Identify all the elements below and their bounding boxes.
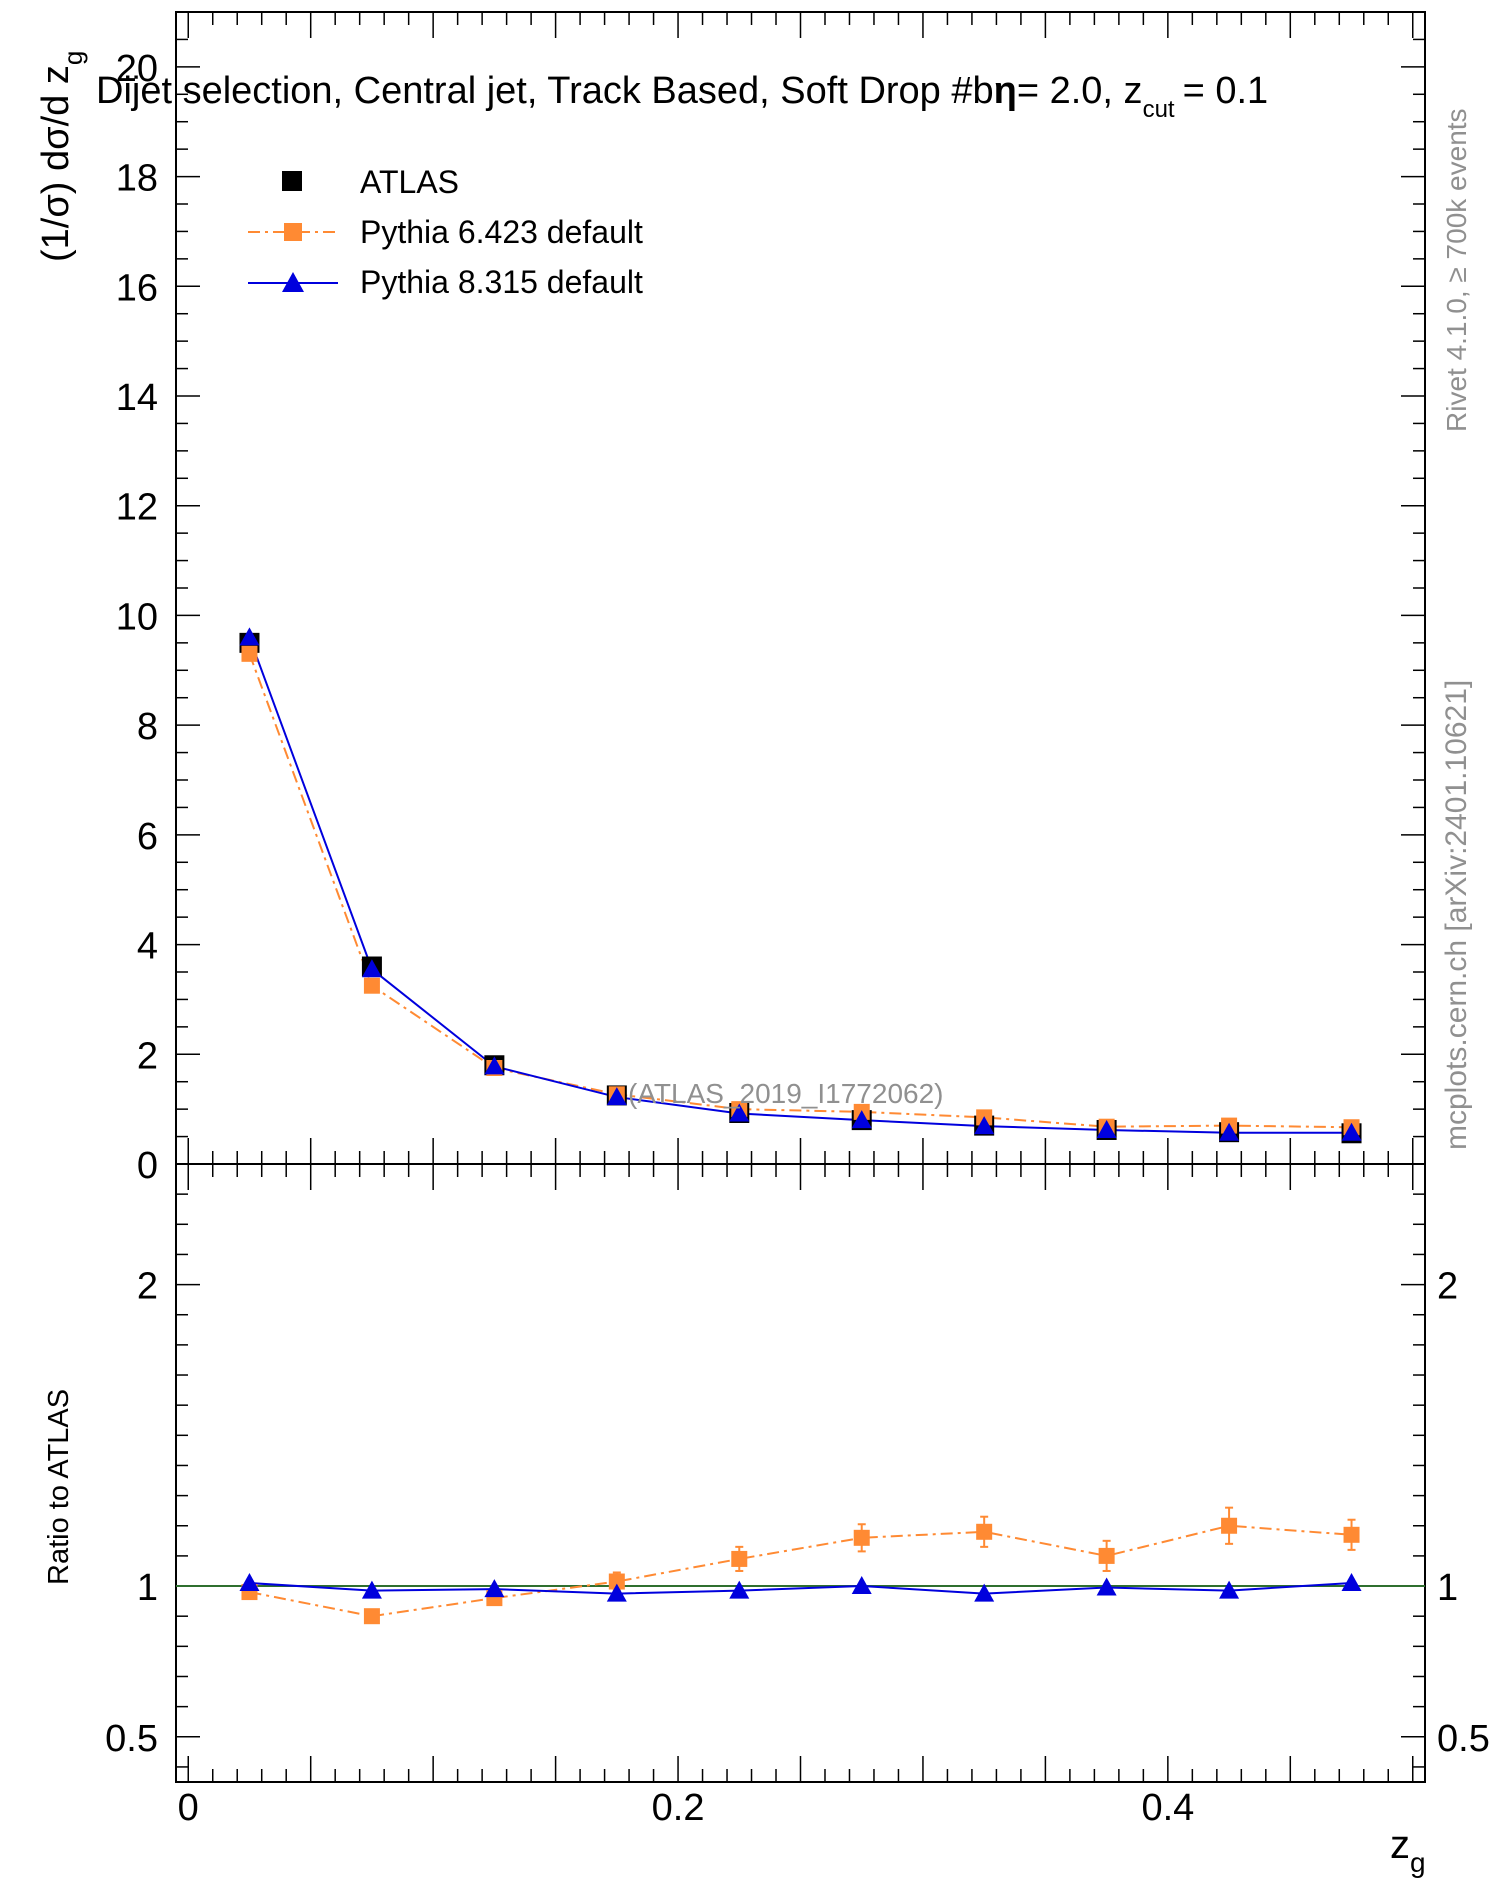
main-panel-marks xyxy=(239,627,1362,1144)
ratio-pythia6-point xyxy=(1221,1517,1238,1534)
ratio-pythia8-point xyxy=(851,1576,872,1595)
ratio-y-tick-label: 1 xyxy=(137,1567,158,1609)
ratio-pythia8-point xyxy=(239,1573,260,1592)
legend: ATLAS Pythia 6.423 default Pythia 8.315 … xyxy=(248,164,643,300)
ratio-pythia8-point xyxy=(606,1583,627,1602)
main-y-tick-label: 2 xyxy=(137,1035,158,1077)
ratio-pythia8-point xyxy=(1341,1573,1362,1592)
main-y-axis-subscript: g xyxy=(58,51,88,65)
ratio-y-tick-label-right: 1 xyxy=(1437,1567,1458,1609)
ratio-y-tick-label-right: 0.5 xyxy=(1437,1718,1490,1760)
ratio-panel-marks xyxy=(176,1506,1425,1625)
pythia6-point xyxy=(241,645,258,662)
rivet-label: Rivet 4.1.0, ≥ 700k events xyxy=(1441,108,1472,432)
ratio-pythia8-point xyxy=(361,1580,382,1599)
legend-marker-atlas xyxy=(282,171,302,191)
ratio-y-axis-label: Ratio to ATLAS xyxy=(43,1389,75,1585)
pythia8-point xyxy=(1096,1119,1117,1138)
ratio-y-tick-label-right: 2 xyxy=(1437,1266,1458,1308)
title-subscript: cut xyxy=(1143,96,1175,123)
main-panel-ticks: 0 2 4 6 8 10 12 14 16 18 20 xyxy=(116,11,1425,1187)
pythia8-point xyxy=(239,627,260,646)
ratio-pythia8-point xyxy=(729,1580,750,1599)
ratio-pythia6-point xyxy=(608,1573,625,1590)
pythia8-point xyxy=(729,1103,750,1122)
pythia6-line xyxy=(248,653,1352,1129)
main-y-tick-label: 8 xyxy=(137,706,158,748)
main-y-tick-label: 6 xyxy=(137,816,158,858)
ratio-pythia6-point xyxy=(731,1550,748,1567)
ratio-pythia6-point xyxy=(853,1529,870,1546)
legend-label-pythia6: Pythia 6.423 default xyxy=(360,214,643,250)
pythia8-point xyxy=(1341,1122,1362,1141)
main-y-tick-label: 12 xyxy=(116,487,158,529)
x-tick-label: 0.2 xyxy=(652,1787,705,1829)
main-y-tick-label: 20 xyxy=(116,48,158,90)
pythia8-point xyxy=(361,959,382,978)
main-y-axis-label: (1/σ) dσ/d zg xyxy=(35,51,88,262)
ratio-pythia6-point xyxy=(1343,1526,1360,1543)
main-y-tick-label: 0 xyxy=(137,1145,158,1187)
ratio-panel-frame xyxy=(175,1163,1426,1783)
ratio-pythia6-line xyxy=(249,1524,1352,1618)
main-y-tick-label: 18 xyxy=(116,158,158,200)
pythia8-point xyxy=(974,1116,995,1135)
legend-label-atlas: ATLAS xyxy=(360,164,459,200)
pythia8-point xyxy=(484,1056,505,1075)
pythia8-line xyxy=(248,637,1352,1134)
main-y-tick-label: 4 xyxy=(137,926,158,968)
ratio-pythia8-point xyxy=(1219,1580,1240,1599)
chart-title: Dijet selection, Central jet, Track Base… xyxy=(96,70,1268,123)
ratio-pythia6-point xyxy=(363,1608,380,1625)
main-y-tick-label: 10 xyxy=(116,596,158,638)
x-tick-label: 0.4 xyxy=(1141,1787,1194,1829)
ratio-pythia6-point xyxy=(976,1523,993,1540)
analysis-label: (ATLAS_2019_I1772062) xyxy=(628,1078,944,1109)
pythia8-point xyxy=(606,1087,627,1106)
ratio-pythia8-line xyxy=(249,1582,1352,1595)
ratio-y-tick-label: 2 xyxy=(137,1266,158,1308)
main-y-tick-label: 16 xyxy=(116,267,158,309)
main-y-tick-label: 14 xyxy=(116,377,158,419)
x-tick-label: 0 xyxy=(178,1787,199,1829)
x-axis-label: zg xyxy=(1390,1823,1426,1878)
ratio-pythia8-point xyxy=(1096,1577,1117,1596)
pythia8-point xyxy=(1219,1122,1240,1141)
legend-marker-pythia8 xyxy=(282,272,304,292)
ratio-pythia6-point xyxy=(1098,1547,1115,1564)
ratio-pythia8-point xyxy=(974,1583,995,1602)
legend-marker-pythia6 xyxy=(284,223,302,241)
title-suffix: = 2.0, z xyxy=(1017,70,1143,112)
legend-label-pythia8: Pythia 8.315 default xyxy=(360,264,643,300)
mcplots-label: mcplots.cern.ch [arXiv:2401.10621] xyxy=(1440,680,1473,1150)
pythia6-point xyxy=(363,977,380,994)
ratio-panel-ticks: 0 0.2 0.4 0.5 0.5 1 1 2 2 xyxy=(105,1164,1490,1829)
ratio-pythia8-point xyxy=(484,1579,505,1598)
title-eta-glyph: η xyxy=(994,70,1017,112)
x-axis-subscript: g xyxy=(1410,1847,1426,1878)
title-end: = 0.1 xyxy=(1183,70,1269,112)
pythia8-point xyxy=(851,1110,872,1129)
ratio-y-tick-label: 0.5 xyxy=(105,1718,158,1760)
